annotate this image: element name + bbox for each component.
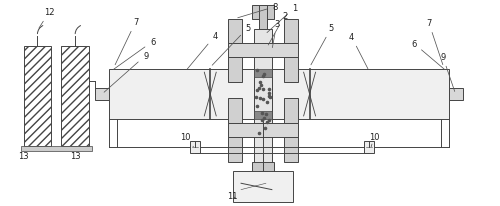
- Bar: [228, 58, 242, 83]
- Point: [260, 75, 268, 78]
- Point: [265, 92, 273, 95]
- Bar: [62, 47, 89, 146]
- Bar: [228, 44, 298, 58]
- Bar: [252, 6, 274, 20]
- Text: 7: 7: [115, 18, 138, 66]
- Point: [266, 96, 274, 99]
- Point: [252, 96, 260, 99]
- Bar: [284, 98, 298, 123]
- Bar: [109, 70, 254, 119]
- Point: [264, 118, 272, 122]
- Text: 12: 12: [39, 8, 54, 29]
- Point: [253, 89, 261, 92]
- Point: [260, 73, 268, 76]
- Text: 5: 5: [212, 24, 250, 66]
- Bar: [20, 146, 92, 151]
- Bar: [228, 123, 298, 137]
- Text: 10: 10: [180, 133, 194, 147]
- Bar: [284, 58, 298, 83]
- Bar: [272, 70, 448, 119]
- Point: [253, 69, 261, 73]
- Bar: [254, 111, 272, 119]
- Point: [263, 101, 271, 104]
- Bar: [448, 89, 462, 101]
- Point: [262, 113, 270, 116]
- Bar: [259, 171, 267, 176]
- Text: 13: 13: [18, 151, 29, 160]
- Point: [262, 126, 270, 130]
- Bar: [284, 137, 298, 162]
- Text: 9: 9: [104, 52, 148, 93]
- Point: [259, 98, 267, 101]
- Point: [258, 119, 266, 123]
- Text: 11: 11: [227, 191, 237, 200]
- Bar: [252, 162, 274, 176]
- Point: [260, 117, 268, 120]
- Text: 4: 4: [187, 32, 218, 70]
- Point: [255, 132, 263, 135]
- Bar: [95, 89, 109, 101]
- Point: [263, 121, 271, 124]
- Text: 10: 10: [369, 133, 380, 147]
- Point: [264, 95, 272, 98]
- Bar: [254, 30, 272, 171]
- Text: 6: 6: [113, 38, 156, 70]
- Text: 7: 7: [426, 19, 443, 65]
- Text: 6: 6: [411, 40, 444, 70]
- Bar: [259, 6, 267, 30]
- Point: [259, 88, 267, 91]
- Point: [256, 97, 264, 100]
- Bar: [228, 98, 242, 123]
- Bar: [284, 20, 298, 44]
- Text: 3: 3: [272, 20, 280, 48]
- Text: 13: 13: [70, 151, 80, 160]
- Text: 1: 1: [267, 4, 298, 33]
- Text: 8: 8: [238, 3, 278, 19]
- Bar: [24, 47, 52, 146]
- Text: 9: 9: [440, 53, 454, 92]
- Bar: [228, 20, 242, 44]
- Point: [258, 112, 266, 115]
- Bar: [233, 171, 292, 202]
- Point: [265, 88, 273, 92]
- Bar: [190, 141, 200, 153]
- Bar: [228, 137, 242, 162]
- Point: [255, 87, 263, 90]
- Text: 2: 2: [268, 12, 287, 46]
- Point: [253, 105, 261, 108]
- Point: [256, 81, 264, 84]
- Text: 4: 4: [348, 33, 368, 69]
- Bar: [254, 70, 272, 78]
- Bar: [364, 141, 374, 153]
- Point: [258, 84, 266, 87]
- Text: 5: 5: [311, 24, 334, 66]
